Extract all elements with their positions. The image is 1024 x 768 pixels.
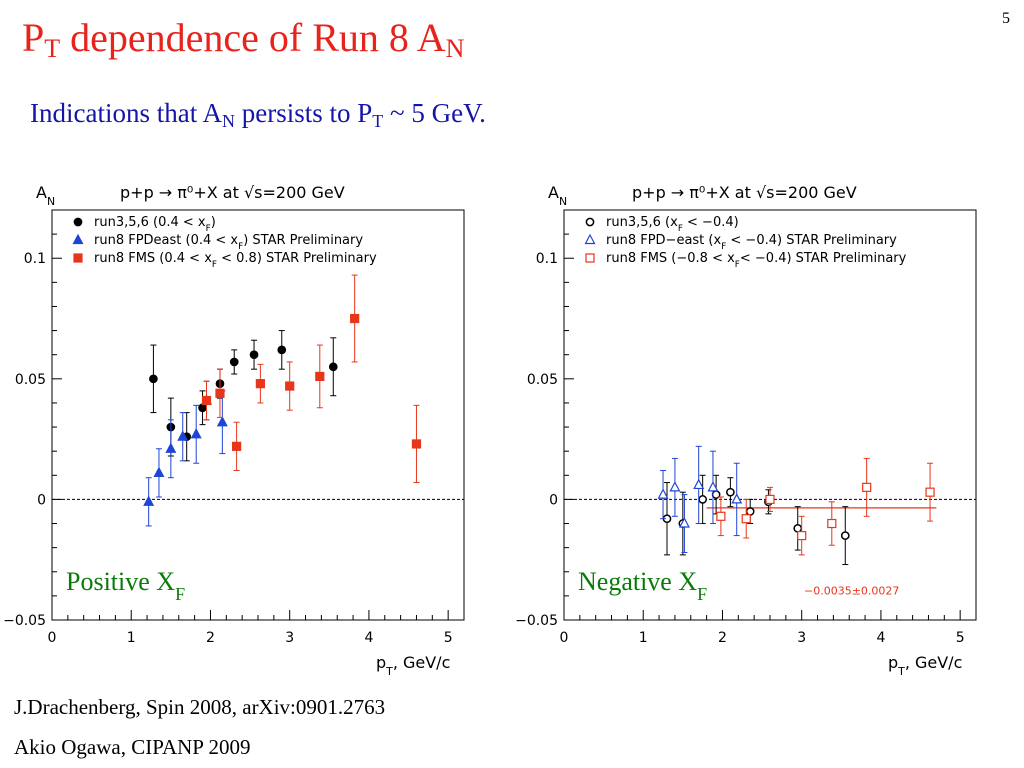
plot-frame [51, 209, 465, 621]
series-1 [657, 445, 743, 553]
fit-label: −0.0035±0.0027 [804, 585, 899, 598]
legend-entry: run8 FMS (0.4 < xF < 0.8) STAR Prelimina… [94, 251, 377, 270]
data-point [315, 371, 325, 382]
data-point [255, 379, 265, 389]
y-tick-label: 0.05 [15, 372, 46, 388]
legend-entry: run8 FMS (−0.8 < xF< −0.4) STAR Prelimin… [606, 251, 907, 270]
x-axis-label: pT, GeV/c [376, 653, 450, 675]
data-point [840, 531, 850, 540]
x-axis-label: pT, GeV/c [888, 653, 962, 675]
legend: run3,5,6 (xF < −0.4)run8 FPD−east (xF < … [584, 215, 907, 270]
data-point [216, 415, 228, 427]
data-point [149, 374, 158, 384]
series-2 [716, 457, 935, 556]
x-tick-label: 1 [127, 630, 136, 646]
data-point [584, 233, 596, 245]
slide-subtitle: Indications that AN persists to PT ~ 5 G… [30, 98, 486, 131]
data-point [698, 495, 708, 504]
data-point [328, 362, 338, 372]
legend-entry: run3,5,6 (xF < −0.4) [606, 215, 739, 234]
data-point [215, 388, 225, 398]
legend-entry: run8 FPDeast (0.4 < xF) STAR Preliminary [94, 233, 363, 252]
chart-title: p+p → π⁰+X at √s=200 GeV [632, 183, 857, 202]
annotation-label: Positive XF [66, 567, 185, 604]
data-point [277, 345, 287, 355]
x-tick-label: 2 [206, 630, 215, 646]
page-number: 5 [1002, 10, 1010, 27]
chart-title: p+p → π⁰+X at √s=200 GeV [120, 183, 345, 202]
series-0 [149, 330, 338, 462]
plot-frame [563, 209, 977, 621]
x-tick-label: 1 [639, 630, 648, 646]
x-tick-label: 3 [797, 630, 806, 646]
data-point [925, 487, 935, 497]
x-tick-label: 4 [364, 630, 373, 646]
data-point [198, 403, 207, 413]
data-point [585, 217, 595, 227]
data-point [669, 481, 681, 492]
data-point [232, 441, 242, 451]
x-tick-label: 4 [876, 630, 885, 646]
data-point [741, 514, 751, 524]
y-tick-label: 0.1 [536, 251, 558, 267]
chart-positive-xf: p+p → π⁰+X at √s=200 GeV AN pT, GeV/c 0 1 2 3 4… [3, 183, 465, 675]
y-tick-label: 0.1 [24, 251, 46, 267]
data-point [731, 493, 743, 504]
y-tick-label: −0.05 [515, 613, 558, 629]
data-point [657, 488, 669, 499]
data-point [73, 217, 83, 227]
annotation-label: Negative XF [578, 567, 707, 604]
data-point [190, 428, 202, 439]
data-point [716, 511, 726, 521]
x-tick-label: 0 [560, 630, 569, 646]
data-point [693, 478, 705, 490]
footer-author: Akio Ogawa, CIPANP 2009 [14, 735, 251, 759]
data-point [201, 395, 212, 406]
data-point [765, 494, 775, 505]
x-tick-label: 5 [956, 630, 965, 646]
y-tick-label: −0.05 [3, 613, 46, 629]
data-point [285, 381, 295, 391]
data-point [165, 442, 177, 453]
data-point [726, 487, 735, 497]
y-tick-label: 0 [549, 492, 558, 508]
data-point [73, 253, 83, 263]
series-0 [662, 474, 850, 566]
data-point [707, 481, 719, 492]
data-point [411, 439, 422, 449]
y-tick-label: 0 [37, 492, 46, 508]
x-tick-label: 3 [285, 630, 294, 646]
data-point [350, 313, 360, 324]
data-point [143, 495, 155, 506]
series-2 [201, 274, 422, 484]
data-point [229, 357, 239, 367]
data-point [797, 530, 807, 541]
data-point [249, 350, 259, 360]
y-tick-label: 0.05 [527, 372, 558, 388]
data-point [153, 466, 165, 477]
footer-citation: J.Drachenberg, Spin 2008, arXiv:0901.276… [14, 695, 386, 719]
series-1 [143, 380, 228, 527]
data-point [745, 507, 755, 516]
x-tick-label: 0 [48, 630, 57, 646]
legend-entry: run8 FPD−east (xF < −0.4) STAR Prelimina… [606, 233, 897, 252]
chart-negative-xf: p+p → π⁰+X at √s=200 GeV AN pT, GeV/c 0 1 2 3 4… [515, 183, 977, 675]
y-axis-label: AN [36, 183, 55, 208]
data-point [862, 482, 872, 492]
data-point [177, 430, 189, 441]
data-point [585, 253, 595, 263]
y-axis-label: AN [548, 183, 567, 208]
data-point [793, 524, 803, 533]
legend-entry: run3,5,6 (0.4 < xF) [94, 215, 216, 234]
data-point [72, 233, 84, 245]
x-tick-label: 2 [718, 630, 727, 646]
data-point [678, 517, 690, 528]
legend: run3,5,6 (0.4 < xF)run8 FPDeast (0.4 < x… [72, 215, 377, 270]
data-point [827, 518, 837, 529]
x-tick-label: 5 [444, 630, 453, 646]
slide-title: PT dependence of Run 8 AN [22, 15, 465, 63]
